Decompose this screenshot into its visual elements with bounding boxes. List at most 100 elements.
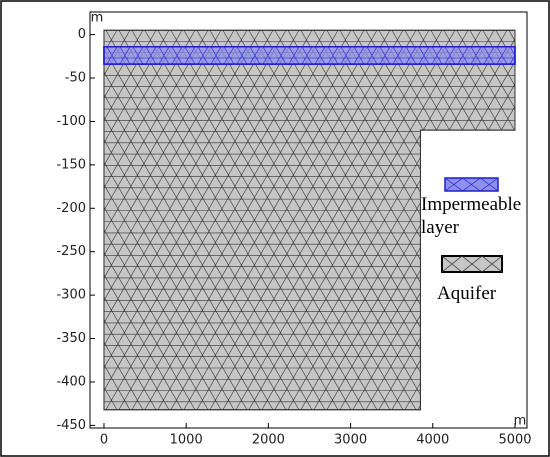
mesh-edge [106, 46, 118, 65]
mesh-edge [223, 46, 235, 65]
mesh-edge [158, 46, 170, 65]
mesh-edge [496, 46, 508, 65]
mesh-edge [470, 46, 482, 65]
mesh-edge [353, 46, 365, 65]
mesh-edge [287, 30, 508, 410]
mesh-edge [535, 30, 550, 410]
mesh-edge [103, 46, 105, 65]
mesh-edge [366, 46, 378, 65]
mesh-edge [103, 30, 261, 410]
mesh-edge [103, 30, 118, 410]
y-tick-label: -100 [56, 114, 86, 129]
mesh-edge [103, 30, 235, 410]
mesh-edge [235, 30, 456, 410]
mesh-edge [392, 46, 404, 65]
mesh-edge [456, 30, 515, 410]
y-tick-label: -300 [56, 288, 86, 303]
mesh-edge [103, 30, 170, 410]
mesh-edge [119, 46, 131, 65]
x-tick-label: 4000 [416, 433, 449, 448]
y-tick-label: -150 [56, 157, 86, 172]
mesh-edge [430, 30, 515, 410]
y-tick-label: -50 [65, 71, 86, 86]
mesh-edge [103, 30, 183, 410]
mesh-edge [457, 46, 469, 65]
region [103, 29, 516, 411]
mesh-edge [103, 30, 209, 410]
mesh-edge [431, 46, 443, 65]
mesh-edge [300, 30, 515, 410]
mesh-edge [103, 30, 222, 410]
legend-swatch-mesh [441, 255, 503, 273]
mesh-edge [197, 46, 209, 65]
mesh-edge [103, 30, 105, 410]
mesh [103, 46, 533, 65]
mesh-edge [103, 30, 196, 410]
mesh-edge [314, 46, 326, 65]
y-tick-label: -400 [56, 374, 86, 389]
mesh-edge [103, 30, 144, 410]
mesh-edge [132, 46, 144, 65]
mesh-edge [288, 46, 300, 65]
mesh-edge [144, 30, 365, 410]
mesh-edge [103, 30, 157, 410]
x-tick-label: 2000 [252, 433, 285, 448]
mesh-edge [210, 46, 222, 65]
legend-swatch-mesh [444, 177, 499, 192]
x-tick-label: 1000 [170, 433, 203, 448]
x-tick-label: 3000 [334, 433, 367, 448]
mesh-edge [103, 30, 170, 410]
y-tick-label: -350 [56, 331, 86, 346]
mesh-edge [535, 30, 550, 410]
legend-label: Aquifer [437, 283, 497, 304]
mesh-edge [103, 46, 105, 65]
mesh-edge [183, 30, 404, 410]
mesh-edge [103, 30, 209, 410]
mesh-edge [103, 30, 105, 410]
mesh-edge [103, 30, 118, 410]
mesh-edge [103, 30, 274, 410]
mesh-edge [274, 30, 495, 410]
mesh-edge [340, 46, 352, 65]
mesh-edge [444, 46, 456, 65]
mesh-edge [170, 30, 391, 410]
mesh-edge [405, 46, 417, 65]
mesh-edge [523, 47, 533, 64]
x-unit: m [514, 414, 527, 429]
mesh-edge [196, 30, 417, 410]
mesh-edge [248, 30, 469, 410]
mesh-edge [379, 46, 391, 65]
mesh-edge [443, 30, 515, 410]
mesh-edge [222, 30, 443, 410]
y-tick-label: 0 [78, 27, 86, 42]
mesh-edge [171, 46, 183, 65]
mesh-edge [105, 30, 326, 410]
mesh-edge [209, 30, 430, 410]
mesh-edge [103, 30, 144, 410]
y-tick-label: -450 [56, 418, 86, 433]
mesh-edge [261, 30, 482, 410]
mesh-edge [327, 46, 339, 65]
mesh-edge [249, 46, 261, 65]
y-tick-label: -250 [56, 244, 86, 259]
mesh-edge [157, 30, 378, 410]
mesh-edge [236, 46, 248, 65]
y-tick-label: -200 [56, 201, 86, 216]
mesh-edge [131, 30, 352, 410]
mesh-edge [103, 30, 287, 410]
mesh-edge [145, 46, 157, 65]
mesh-edge [469, 30, 515, 410]
mesh-edge [103, 30, 183, 410]
x-tick-label: 0 [100, 433, 108, 448]
mesh-edge [418, 46, 430, 65]
mesh-edge [301, 46, 313, 65]
plot-frame [89, 11, 528, 429]
mesh-edge [103, 30, 157, 410]
mesh-edge [118, 30, 339, 410]
region [103, 45, 516, 65]
mesh-edge [275, 46, 287, 65]
mesh-edge [103, 30, 300, 410]
